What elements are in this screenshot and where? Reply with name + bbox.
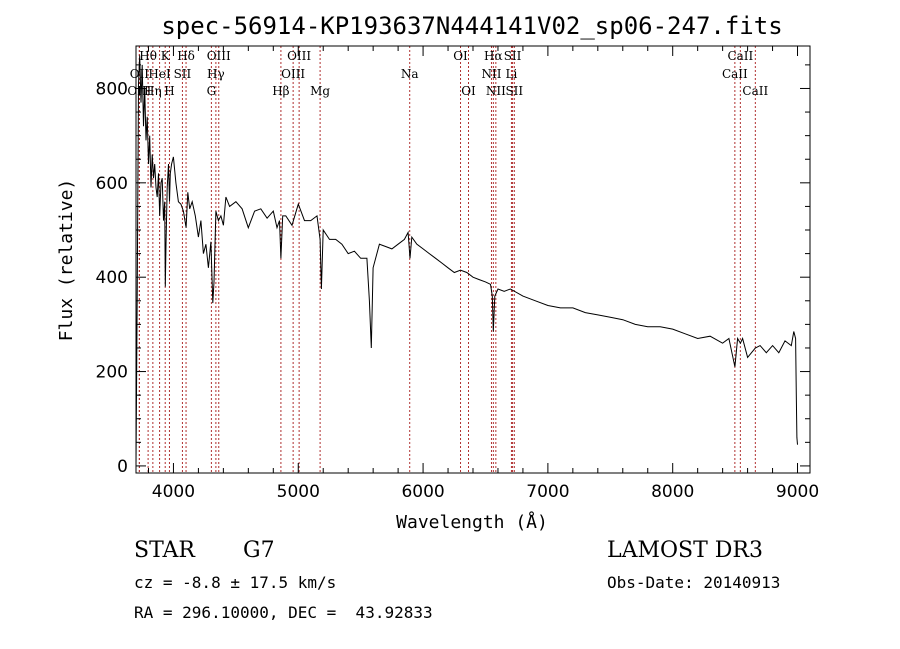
line-label: OI (461, 84, 476, 98)
line-label: Mg (310, 84, 330, 98)
y-tick-label: 0 (117, 457, 128, 477)
line-label: CaII (722, 67, 748, 81)
line-label: OIII (281, 67, 305, 81)
ra-dec: RA = 296.10000, DEC = 43.92833 (134, 603, 433, 622)
obs-date: Obs-Date: 20140913 (607, 573, 781, 592)
line-label: H (164, 84, 174, 98)
line-label: CaII (742, 84, 768, 98)
spectrum-line (135, 55, 798, 466)
plot-frame (135, 45, 811, 474)
line-label: OIII (287, 49, 311, 63)
x-tick-label: 9000 (776, 482, 819, 502)
line-label: Hθ (139, 49, 157, 63)
x-tick-label: 5000 (277, 482, 320, 502)
line-label: Hα (484, 49, 503, 63)
line-label: OIII (127, 84, 151, 98)
line-label: NII (486, 84, 506, 98)
line-label: Hγ (207, 67, 225, 81)
line-label: G (207, 84, 217, 98)
line-label: HeI (148, 67, 171, 81)
x-axis: 4000 5000 6000 7000 8000 9000 (147, 46, 819, 502)
line-label: OII (130, 67, 150, 81)
y-tick-label: 400 (96, 268, 128, 288)
line-label: NII (481, 67, 501, 81)
x-tick-label: 8000 (651, 482, 694, 502)
y-axis: 0 200 400 600 800 (96, 64, 810, 477)
x-tick-label: 6000 (401, 482, 444, 502)
line-label: Hη (144, 84, 162, 98)
y-axis-label: Flux (relative) (56, 179, 77, 342)
x-tick-label: 7000 (526, 482, 569, 502)
line-label: Na (401, 67, 419, 81)
line-label: CaII (727, 49, 753, 63)
object-class: STAR (134, 538, 195, 563)
line-label: SII (505, 84, 523, 98)
line-label: OIII (207, 49, 231, 63)
y-tick-label: 600 (96, 174, 128, 194)
object-subclass: G7 (243, 538, 275, 563)
y-tick-label: 800 (96, 79, 128, 99)
x-axis-label: Wavelength (Å) (396, 511, 548, 533)
redshift-readout: cz = -8.8 ± 17.5 km/s (134, 573, 337, 592)
x-tick-label: 4000 (152, 482, 195, 502)
line-label: K (161, 49, 171, 63)
line-label: SII (174, 67, 192, 81)
line-label: OI (453, 49, 468, 63)
line-label: Li (506, 67, 518, 81)
y-tick-label: 200 (96, 363, 128, 383)
line-label: Hβ (272, 84, 289, 98)
survey-name: LAMOST DR3 (607, 538, 763, 563)
line-label: SII (504, 49, 522, 63)
line-markers (138, 46, 756, 473)
line-label: Hδ (177, 49, 195, 63)
chart-title: spec-56914-KP193637N444141V02_sp06-247.f… (161, 12, 782, 40)
